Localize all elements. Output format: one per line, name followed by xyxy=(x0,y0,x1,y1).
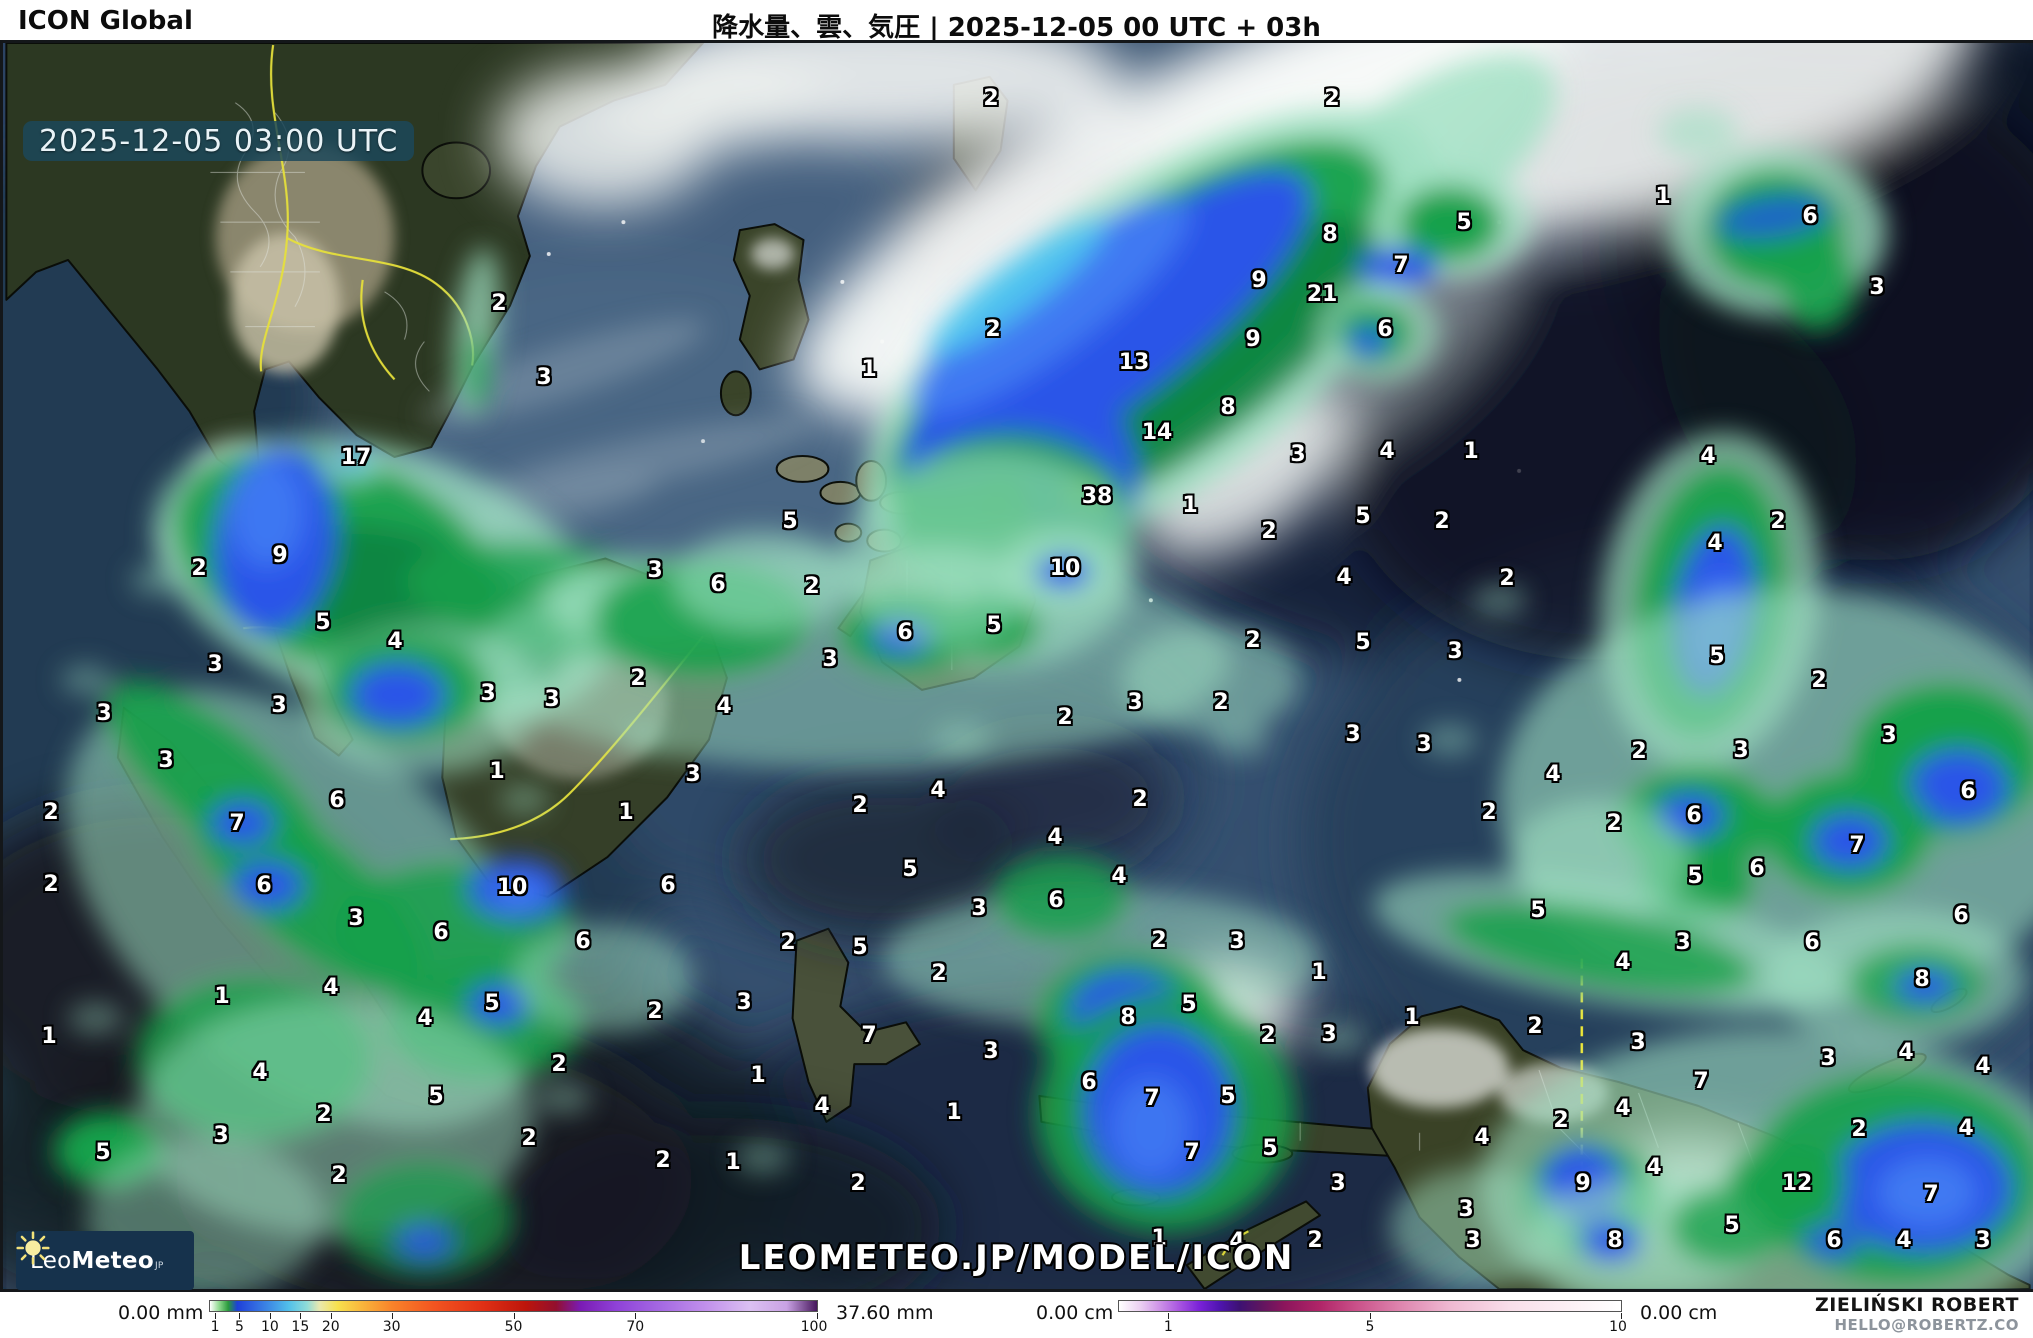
weather-map: 2025-12-05 03:00 UTC LeoMeteoJP xyxy=(0,40,2033,1292)
weather-map-canvas xyxy=(3,43,2033,1289)
colorbar-tick-label: 30 xyxy=(382,1319,401,1335)
timestamp-badge: 2025-12-05 03:00 UTC xyxy=(23,121,415,161)
colorbar-tick xyxy=(1168,1313,1170,1319)
colorbar-tick-label: 50 xyxy=(504,1319,523,1335)
colorbar-tick-label: 15 xyxy=(291,1319,310,1335)
precip-legend-min: 0.00 mm xyxy=(118,1302,204,1324)
page-title: 降水量、雲、気圧 | 2025-12-05 00 UTC + 03h xyxy=(712,13,1321,43)
colorbar-tick-label: 10 xyxy=(1609,1319,1627,1335)
colorbar-tick xyxy=(239,1313,241,1319)
colorbar-tick xyxy=(1621,1313,1622,1319)
colorbar-tick xyxy=(215,1313,217,1319)
colorbar-tick xyxy=(1370,1313,1371,1319)
precip-colorbar xyxy=(209,1300,818,1312)
colorbar-tick-label: 1 xyxy=(210,1319,220,1335)
timestamp-text: 2025-12-05 03:00 UTC xyxy=(39,123,399,159)
precip-legend-max: 37.60 mm xyxy=(836,1302,934,1324)
leometeo-logo: LeoMeteoJP xyxy=(16,1231,194,1290)
legend-bar: 0.00 mm 1 5 10 15 20 30 50 70 100 37.60 mm 0.00 … xyxy=(0,1292,2033,1338)
colorbar-tick xyxy=(300,1313,302,1319)
colorbar-tick-label: 70 xyxy=(626,1319,645,1335)
colorbar-tick xyxy=(269,1313,271,1319)
colorbar-tick-label: 10 xyxy=(260,1319,279,1335)
colorbar-tick-label: 5 xyxy=(234,1319,244,1335)
header-bar: ICON Global 降水量、雲、気圧 | 2025-12-05 00 UTC… xyxy=(0,0,2033,43)
sun-icon xyxy=(16,1231,50,1265)
colorbar-tick xyxy=(330,1313,332,1319)
model-name: ICON Global xyxy=(18,6,193,36)
logo-text-meteo: Meteo xyxy=(71,1247,154,1274)
colorbar-tick xyxy=(635,1313,637,1319)
snow-legend-min: 0.00 cm xyxy=(1036,1302,1114,1324)
snow-legend-max: 0.00 cm xyxy=(1640,1302,1718,1324)
credit-name: ZIELIŃSKI ROBERT xyxy=(1815,1294,2019,1316)
colorbar-tick xyxy=(391,1313,393,1319)
logo-text-suffix: JP xyxy=(154,1260,164,1271)
precip-layer xyxy=(54,54,2033,1289)
colorbar-tick-label: 5 xyxy=(1365,1319,1375,1335)
watermark: LEOMETEO.JP/MODEL/ICON xyxy=(738,1238,1295,1278)
colorbar-tick-label: 1 xyxy=(1163,1319,1173,1335)
colorbar-tick-label: 100 xyxy=(800,1319,828,1335)
colorbar-tick xyxy=(513,1313,515,1319)
snow-colorbar xyxy=(1118,1300,1622,1312)
credit-email: HELLO@ROBERTZ.CO xyxy=(1834,1316,2019,1334)
colorbar-tick-label: 20 xyxy=(321,1319,340,1335)
colorbar-tick xyxy=(817,1313,818,1319)
